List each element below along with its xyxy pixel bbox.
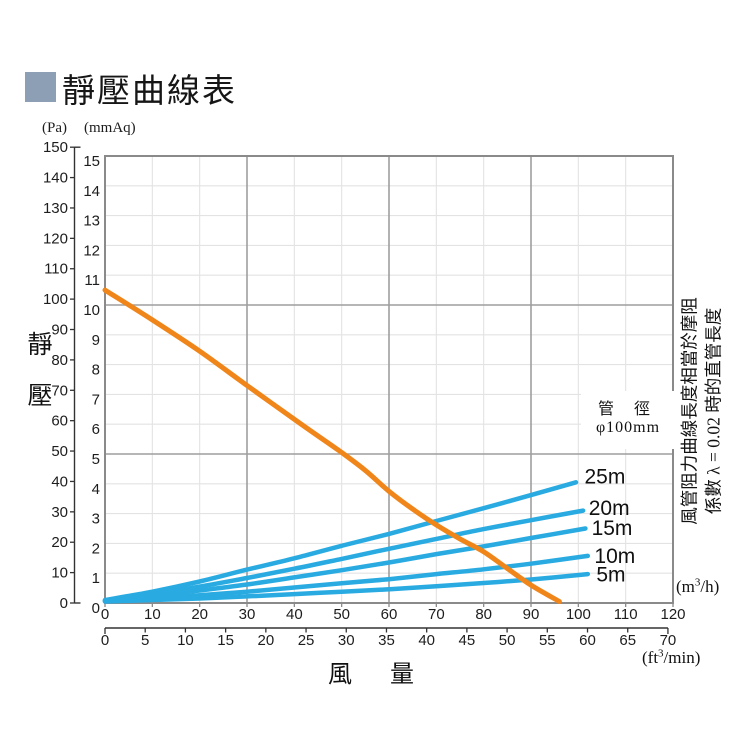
m3h-unit-sup: 3: [694, 576, 701, 589]
pa-tick-label: 40: [51, 473, 68, 490]
pa-tick-label: 100: [43, 291, 68, 308]
m3h-unit-post: /h): [700, 577, 720, 596]
m3h-tick-label: 60: [381, 606, 398, 623]
m3h-tick-label: 10: [144, 606, 161, 623]
mmaq-tick-label: 13: [83, 213, 100, 230]
x-axis-title: 風 量: [328, 662, 430, 688]
m3h-tick-label: 90: [523, 606, 540, 623]
ft-tick-label: 15: [217, 632, 234, 649]
ft-tick-label: 40: [418, 632, 435, 649]
curve-duct-5m: [102, 571, 591, 604]
mmaq-tick-label: 5: [92, 451, 100, 468]
curve-duct-10m: [102, 553, 591, 604]
mmaq-tick-label: 1: [92, 570, 100, 587]
mmaq-tick-label: 9: [92, 332, 100, 349]
curve-label-duct-20m: 20m: [589, 497, 630, 520]
curve-label-duct-10m: 10m: [594, 545, 635, 568]
ft-unit-pre: (ft: [642, 648, 659, 667]
side-note-line1: 風管阻力曲線長度相當於摩阻: [679, 297, 700, 525]
pa-tick-label: 150: [43, 139, 68, 156]
curve-duct-25m: [102, 480, 579, 603]
title-accent-square: [25, 72, 56, 102]
m3h-unit-pre: (m: [676, 577, 695, 596]
m3h-tick-label: 120: [660, 606, 685, 623]
ft-tick-label: 10: [177, 632, 194, 649]
pa-tick-label: 0: [60, 595, 68, 612]
ft-tick-label: 20: [257, 632, 274, 649]
mmaq-tick-label: 7: [92, 391, 100, 408]
pa-tick-label: 120: [43, 230, 68, 247]
pa-tick-label: 80: [51, 352, 68, 369]
mmaq-tick-label: 15: [83, 153, 100, 170]
mmaq-tick-label: 10: [83, 302, 100, 319]
ft-tick-label: 60: [579, 632, 596, 649]
pa-tick-label: 90: [51, 322, 68, 339]
m3h-tick-label: 70: [428, 606, 445, 623]
side-note-line2: 係數 λ = 0.02 時的直管長度: [703, 307, 724, 515]
m3h-tick-label: 20: [191, 606, 208, 623]
ft-tick-label: 30: [338, 632, 355, 649]
ft-tick-label: 0: [101, 632, 109, 649]
ft-tick-label: 35: [378, 632, 395, 649]
ft-tick-label: 25: [298, 632, 315, 649]
ft-tick-label: 55: [539, 632, 556, 649]
curve-label-duct-25m: 25m: [584, 465, 625, 488]
curve-duct-20m: [102, 508, 586, 603]
pa-tick-label: 50: [51, 443, 68, 460]
curve-static-pressure-curve: [102, 287, 562, 604]
curve-label-duct-5m: 5m: [596, 564, 625, 587]
pa-tick-label: 70: [51, 382, 68, 399]
m3h-tick-label: 40: [286, 606, 303, 623]
m3h-tick-label: 50: [333, 606, 350, 623]
pipe-diameter-annotation: 管 徑 φ100mm: [581, 391, 675, 449]
ft-tick-label: 65: [619, 632, 636, 649]
mmaq-tick-label: 0: [92, 600, 100, 617]
plot-frame: [104, 155, 674, 604]
mmaq-tick-label: 8: [92, 362, 100, 379]
m3h-tick-label: 0: [101, 606, 109, 623]
x-axis-unit-m3h: (m3/h): [676, 577, 719, 597]
pa-tick-label: 130: [43, 200, 68, 217]
ft-tick-label: 70: [660, 632, 677, 649]
mmaq-tick-label: 3: [92, 511, 100, 528]
m3h-tick-label: 110: [614, 606, 638, 623]
m3h-tick-label: 80: [475, 606, 492, 623]
ft-unit-post: /min): [663, 648, 701, 667]
page-title: 靜壓曲線表: [62, 74, 237, 110]
pa-tick-label: 60: [51, 413, 68, 430]
pa-tick-label: 110: [44, 261, 68, 278]
ft-tick-label: 50: [499, 632, 516, 649]
y-axis-unit-mmaq: (mmAq): [84, 120, 136, 136]
mmaq-tick-label: 6: [92, 421, 100, 438]
y-axis-title: 靜壓: [24, 331, 51, 433]
pa-tick-label: 140: [43, 170, 68, 187]
mmaq-tick-label: 2: [92, 540, 100, 557]
mmaq-tick-label: 12: [83, 242, 100, 259]
pa-tick-label: 30: [51, 504, 68, 521]
m3h-tick-label: 30: [239, 606, 256, 623]
pa-tick-label: 10: [51, 565, 68, 582]
pa-tick-label: 20: [51, 534, 68, 551]
pipe-diameter-label: 管 徑: [597, 401, 658, 418]
curve-duct-15m: [102, 526, 588, 603]
mmaq-tick-label: 11: [84, 272, 100, 289]
mmaq-tick-label: 14: [83, 183, 100, 200]
m3h-tick-label: 100: [566, 606, 591, 623]
ft-tick-label: 45: [459, 632, 476, 649]
pipe-diameter-value: φ100mm: [595, 419, 661, 436]
side-note-rotated: 風管阻力曲線長度相當於摩阻 係數 λ = 0.02 時的直管長度: [678, 241, 726, 582]
mmaq-tick-label: 4: [92, 481, 100, 498]
ft-tick-label: 5: [141, 632, 149, 649]
ft-unit-sup: 3: [658, 647, 664, 660]
x-axis-unit-ft3min: (ft3/min): [642, 648, 700, 668]
curve-label-duct-15m: 15m: [592, 517, 633, 540]
y-axis-unit-pa: (Pa): [42, 120, 67, 136]
